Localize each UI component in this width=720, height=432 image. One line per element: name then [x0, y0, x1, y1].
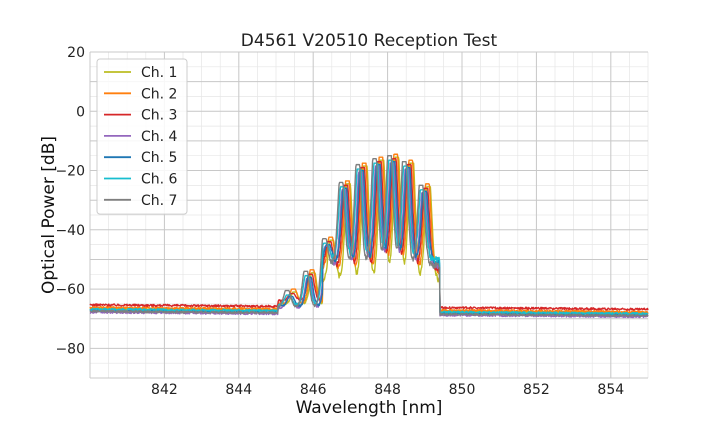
x-tick-label: 846	[300, 382, 327, 398]
legend-box	[96, 58, 188, 215]
y-tick-label: −80	[55, 341, 85, 357]
x-tick-label: 854	[597, 382, 624, 398]
y-tick-label: 20	[67, 45, 85, 61]
x-tick-label: 850	[449, 382, 476, 398]
legend-entry: Ch. 6	[141, 172, 178, 188]
legend-entry: Ch. 4	[141, 129, 178, 145]
series-line-ch-7	[89, 155, 649, 318]
series-layer	[89, 153, 649, 319]
chart-title: D4561 V20510 Reception Test	[241, 31, 498, 51]
tick-labels: 842 844 846 848 850 852 854 20 0 −20 −40 −60 −80	[55, 45, 624, 398]
legend-entry: Ch. 7	[141, 193, 177, 209]
y-tick-label: −60	[55, 282, 85, 298]
x-tick-label: 842	[151, 382, 178, 398]
legend-entry: Ch. 5	[141, 150, 177, 166]
series-line-ch-3	[89, 157, 649, 311]
x-tick-label: 844	[225, 382, 252, 398]
legend-entry: Ch. 1	[141, 65, 177, 81]
y-tick-label: −40	[55, 223, 85, 239]
legend-entry: Ch. 3	[141, 108, 177, 124]
y-axis-label: Optical Power [dB]	[39, 136, 59, 294]
y-tick-label: −20	[55, 164, 85, 180]
x-axis-label: Wavelength [nm]	[296, 398, 443, 418]
legend: Ch. 1 Ch. 2 Ch. 3 Ch. 4 Ch. 5 Ch. 6 Ch. 7	[96, 58, 188, 215]
x-tick-label: 848	[374, 382, 401, 398]
legend-entry: Ch. 2	[141, 86, 177, 102]
y-tick-label: 0	[76, 104, 85, 120]
x-tick-label: 852	[523, 382, 550, 398]
